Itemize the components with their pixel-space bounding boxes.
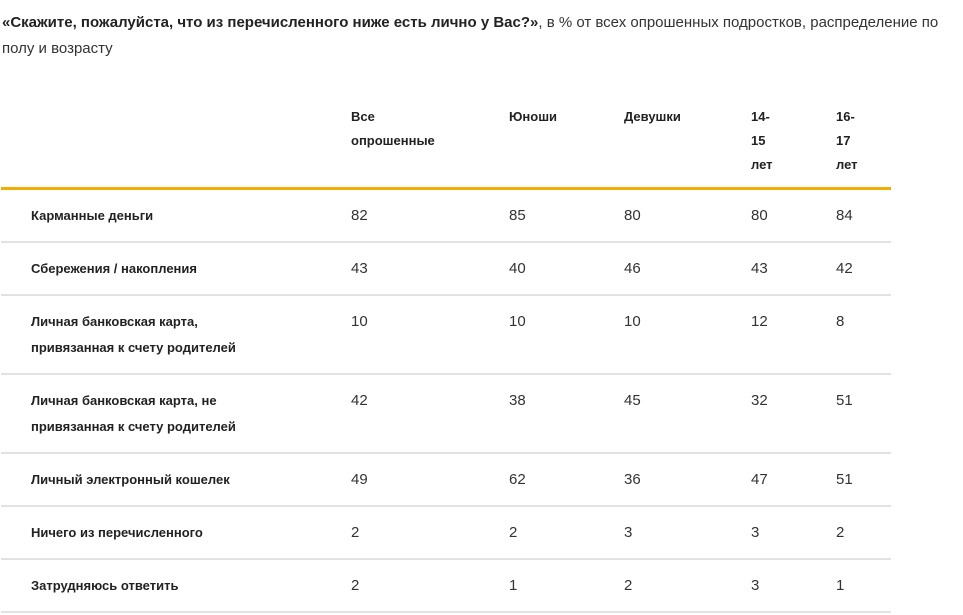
table-caption: «Скажите, пожалуйста, что из перечисленн… [2,10,942,62]
cell-value: 85 [509,207,526,224]
cell-value: 80 [624,207,641,224]
cell-value: 62 [509,471,526,488]
row-label: Личная банковская карта, привязанная к с… [31,314,236,355]
cell-value: 42 [836,260,853,277]
cell-value: 1 [509,577,518,594]
cell-value: 49 [351,471,368,488]
table-header-row: Все опрошенные Юноши Девушки 14-15 лет 1… [1,105,891,189]
cell-value: 3 [751,524,760,541]
header-boys: Юноши [509,109,558,124]
survey-table: Все опрошенные Юноши Девушки 14-15 лет 1… [1,105,891,613]
cell-value: 2 [509,524,518,541]
cell-value: 10 [509,313,526,330]
table-row: Личная банковская карта, не привязанная … [1,374,891,453]
cell-value: 10 [351,313,368,330]
cell-value: 80 [751,207,768,224]
header-age-16-17: 16-17 лет [836,109,858,172]
cell-value: 2 [624,577,633,594]
cell-value: 2 [836,524,845,541]
cell-value: 40 [509,260,526,277]
cell-value: 43 [351,260,368,277]
cell-value: 38 [509,392,526,409]
cell-value: 8 [836,313,845,330]
cell-value: 10 [624,313,641,330]
table-row: Ничего из перечисленного 2 2 3 3 2 [1,506,891,559]
cell-value: 2 [351,524,360,541]
row-label: Карманные деньги [31,208,154,223]
survey-question: «Скажите, пожалуйста, что из перечисленн… [2,14,539,31]
cell-value: 47 [751,471,768,488]
table-row: Личная банковская карта, привязанная к с… [1,295,891,374]
header-empty [1,105,351,189]
header-age-14-15: 14-15 лет [751,109,773,172]
row-label: Личная банковская карта, не привязанная … [31,393,236,434]
row-label: Затрудняюсь ответить [31,578,179,593]
cell-value: 3 [751,577,760,594]
header-girls: Девушки [624,109,681,124]
table-row: Личный электронный кошелек 49 62 36 47 5… [1,453,891,506]
cell-value: 3 [624,524,633,541]
table-row: Затрудняюсь ответить 2 1 2 3 1 [1,559,891,612]
cell-value: 2 [351,577,360,594]
row-label: Сбережения / накопления [31,261,197,276]
cell-value: 51 [836,471,853,488]
cell-value: 51 [836,392,853,409]
row-label: Ничего из перечисленного [31,525,203,540]
header-all-respondents: Все опрошенные [351,109,435,148]
cell-value: 12 [751,313,768,330]
cell-value: 43 [751,260,768,277]
table-row: Сбережения / накопления 43 40 46 43 42 [1,242,891,295]
caption-description: , в % от всех опрошенных подростков, рас… [2,14,939,57]
cell-value: 84 [836,207,853,224]
cell-value: 46 [624,260,641,277]
cell-value: 42 [351,392,368,409]
cell-value: 32 [751,392,768,409]
table-row: Карманные деньги 82 85 80 80 84 [1,189,891,242]
cell-value: 36 [624,471,641,488]
cell-value: 82 [351,207,368,224]
cell-value: 1 [836,577,845,594]
cell-value: 45 [624,392,641,409]
row-label: Личный электронный кошелек [31,472,230,487]
